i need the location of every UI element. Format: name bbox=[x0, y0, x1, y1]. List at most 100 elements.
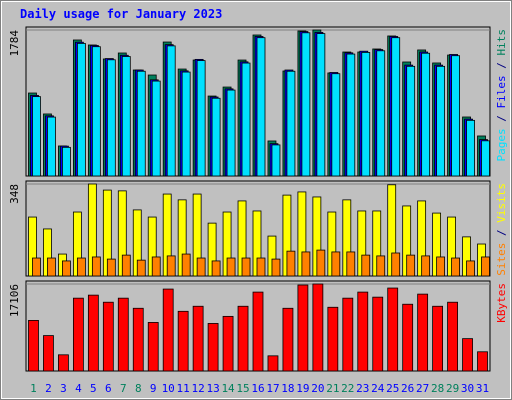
bar bbox=[32, 257, 41, 277]
bar bbox=[466, 260, 475, 277]
bar bbox=[421, 52, 431, 177]
bar bbox=[76, 257, 86, 277]
bar bbox=[361, 254, 371, 277]
bar bbox=[166, 45, 176, 177]
bar bbox=[106, 59, 116, 177]
x-tick-label: 20 bbox=[311, 382, 324, 395]
legend-entry: Files bbox=[495, 75, 508, 108]
bar bbox=[331, 73, 341, 177]
bar bbox=[102, 301, 114, 372]
x-tick-label: 11 bbox=[177, 382, 190, 395]
bar bbox=[436, 65, 446, 177]
x-tick-label: 24 bbox=[371, 382, 385, 395]
bar bbox=[282, 307, 294, 372]
bar bbox=[58, 354, 69, 372]
x-tick-label: 19 bbox=[296, 382, 309, 395]
bar bbox=[136, 70, 146, 177]
x-tick-label: 18 bbox=[281, 382, 294, 395]
bar bbox=[436, 256, 446, 277]
bar bbox=[222, 315, 234, 372]
bar bbox=[72, 297, 84, 372]
bar bbox=[406, 254, 416, 277]
x-tick-label: 14 bbox=[221, 382, 235, 395]
x-tick-label: 31 bbox=[476, 382, 489, 395]
bar bbox=[451, 257, 460, 277]
bar bbox=[391, 252, 401, 277]
bar bbox=[117, 297, 129, 372]
x-tick-label: 23 bbox=[356, 382, 369, 395]
bar bbox=[417, 293, 429, 372]
x-tick-label: 27 bbox=[416, 382, 429, 395]
legend-entry: Sites bbox=[495, 243, 508, 276]
bar bbox=[286, 250, 296, 277]
bar bbox=[91, 46, 101, 177]
legend-entry: Visits bbox=[495, 183, 508, 223]
legend-entry: Hits bbox=[495, 29, 508, 56]
legend-separator: / bbox=[495, 223, 508, 243]
y-tick-label: 1784 bbox=[8, 30, 21, 57]
bar bbox=[211, 97, 221, 177]
x-tick-label: 29 bbox=[446, 382, 459, 395]
bar bbox=[301, 251, 311, 277]
bar bbox=[447, 301, 458, 372]
bar bbox=[421, 255, 431, 277]
bar bbox=[43, 335, 54, 372]
bar bbox=[192, 305, 204, 372]
bar bbox=[226, 89, 236, 177]
bar bbox=[391, 37, 401, 177]
bar bbox=[241, 62, 251, 177]
bar bbox=[196, 257, 206, 277]
bar bbox=[32, 96, 41, 177]
x-tick-label: 21 bbox=[326, 382, 339, 395]
x-tick-label: 1 bbox=[30, 382, 37, 395]
bar bbox=[76, 43, 86, 177]
bar bbox=[331, 251, 341, 277]
bar bbox=[357, 291, 369, 372]
legend-separator: / bbox=[495, 109, 508, 129]
x-tick-label: 5 bbox=[90, 382, 97, 395]
bar bbox=[252, 291, 264, 372]
bar bbox=[402, 303, 414, 372]
bar bbox=[207, 323, 219, 372]
x-tick-label: 25 bbox=[386, 382, 399, 395]
bar bbox=[466, 119, 475, 177]
bar bbox=[451, 55, 460, 177]
x-tick-label: 3 bbox=[60, 382, 67, 395]
bar bbox=[62, 260, 71, 277]
x-tick-label: 7 bbox=[120, 382, 127, 395]
x-tick-label: 28 bbox=[431, 382, 444, 395]
x-tick-label: 12 bbox=[192, 382, 205, 395]
x-tick-label: 9 bbox=[150, 382, 157, 395]
x-tick-label: 13 bbox=[206, 382, 219, 395]
y-tick-label: 348 bbox=[8, 184, 21, 204]
bar bbox=[181, 71, 191, 177]
bar bbox=[87, 294, 99, 372]
bar bbox=[316, 249, 326, 277]
bar bbox=[211, 260, 221, 277]
bar bbox=[62, 146, 71, 177]
y-tick-label: 17106 bbox=[8, 284, 21, 317]
x-tick-label: 10 bbox=[162, 382, 175, 395]
bar bbox=[181, 253, 191, 277]
bar bbox=[327, 306, 339, 372]
bar bbox=[147, 322, 159, 372]
bar bbox=[346, 53, 356, 177]
bar bbox=[132, 307, 144, 372]
bar bbox=[151, 80, 161, 177]
bar bbox=[162, 288, 174, 372]
x-tick-label: 6 bbox=[105, 382, 112, 395]
bar bbox=[312, 283, 324, 372]
bar bbox=[346, 251, 356, 277]
x-tick-label: 22 bbox=[341, 382, 354, 395]
bar bbox=[271, 144, 281, 177]
bar bbox=[226, 257, 236, 277]
bar bbox=[481, 140, 490, 177]
bar bbox=[361, 52, 371, 177]
x-tick-label: 15 bbox=[236, 382, 249, 395]
bar bbox=[286, 70, 296, 177]
bar bbox=[342, 297, 354, 372]
bar bbox=[256, 37, 266, 177]
bar bbox=[196, 60, 206, 177]
legend-entry: KBytes bbox=[495, 283, 508, 323]
